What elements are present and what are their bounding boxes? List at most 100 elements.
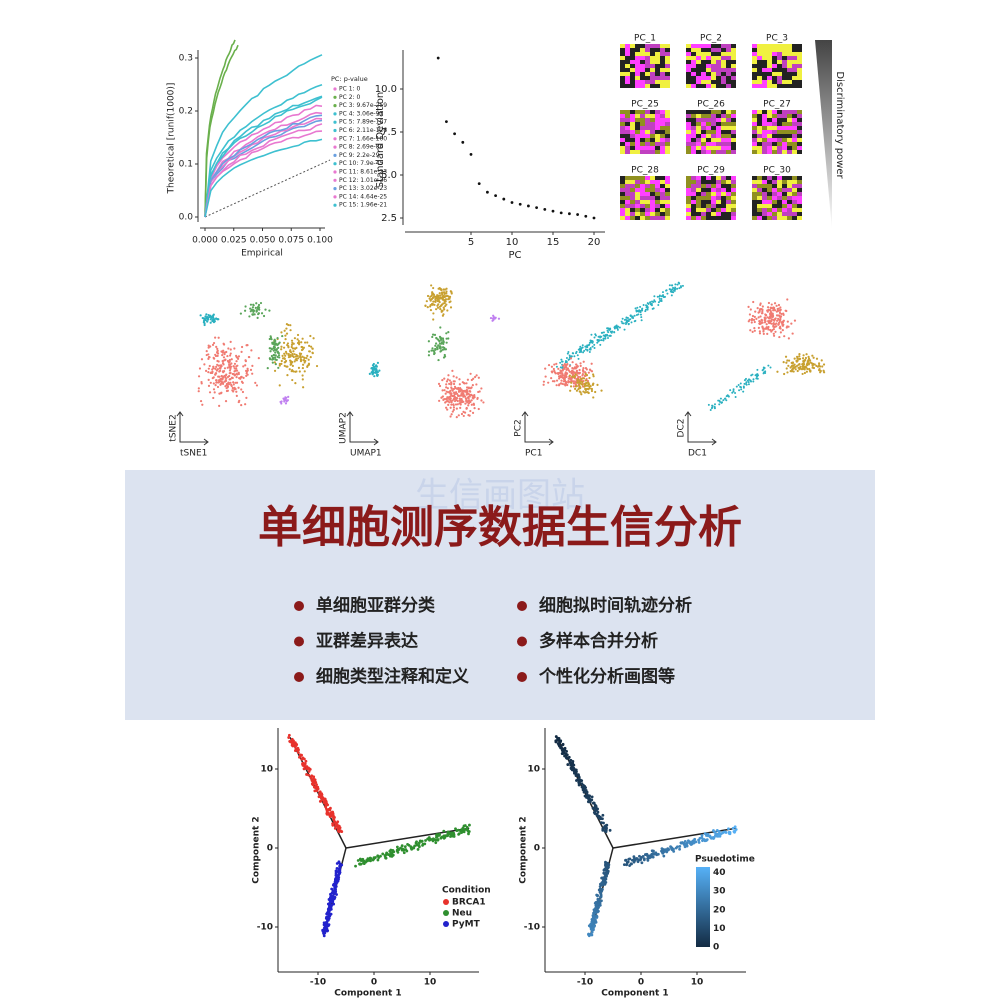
heatmap-cell: [701, 142, 706, 146]
cell-dot: [592, 801, 596, 805]
cell-dot: [756, 307, 759, 310]
cell-dot: [305, 357, 308, 360]
heatmap-cell: [691, 80, 696, 84]
heatmap-cell: [792, 52, 797, 56]
cell-dot: [444, 298, 448, 301]
cell-dot: [465, 388, 468, 392]
heatmap-cell: [762, 134, 767, 138]
heatmap-cell: [706, 208, 711, 212]
heatmap-cell: [777, 118, 782, 122]
heatmap-cell: [721, 146, 726, 150]
heatmap-cell: [716, 216, 721, 220]
axis-arrow: [521, 411, 554, 446]
cell-dot: [273, 338, 276, 341]
heatmap-cell: [665, 122, 670, 126]
cell-dot: [399, 846, 402, 850]
cell-dot: [217, 375, 220, 378]
cell-dot: [329, 892, 332, 896]
cell-dot: [705, 838, 709, 842]
heatmap-cell: [767, 180, 772, 184]
heatmap-cell: [686, 68, 691, 72]
cell-dot: [228, 360, 231, 363]
heatmap-cell: [696, 142, 701, 146]
cell-dot: [635, 314, 638, 317]
cell-dot: [282, 341, 286, 344]
cell-dot: [679, 841, 683, 845]
legend-swatch: [443, 910, 449, 916]
heatmap-cell: [726, 134, 731, 138]
cell-dot: [238, 377, 241, 380]
cell-dot: [296, 338, 299, 341]
heatmap-cell: [630, 196, 635, 200]
heatmap-cell: [635, 192, 640, 196]
colorbar-tick-label: 40: [713, 868, 726, 878]
heatmap-cell: [650, 216, 655, 220]
cell-dot: [602, 337, 605, 340]
colorbar: [696, 867, 710, 947]
cell-dot: [469, 409, 472, 413]
cell-dot: [755, 317, 758, 320]
cell-dot: [598, 887, 602, 891]
heatmap-cell: [716, 134, 721, 138]
diagonal: [204, 159, 331, 218]
cell-dot: [240, 404, 243, 407]
cell-dot: [438, 384, 442, 388]
heatmap-cell: [777, 56, 782, 60]
cell-dot: [445, 380, 449, 383]
cell-dot: [301, 337, 304, 340]
cell-dot: [580, 377, 583, 380]
cell-dot: [801, 357, 805, 360]
cell-dot: [626, 860, 630, 864]
banner-item: 单细胞亚群分类: [316, 595, 436, 616]
heatmap-cell: [711, 84, 716, 88]
cell-dot: [683, 840, 687, 843]
cell-dot: [440, 304, 443, 307]
cell-dot: [315, 787, 319, 790]
heatmap-cell: [640, 192, 645, 196]
qq-curve: [204, 111, 323, 218]
heatmap-cell: [716, 138, 721, 142]
cell-dot: [266, 366, 269, 370]
cell-dot: [599, 891, 603, 895]
cell-dot: [459, 394, 462, 397]
cell-dot: [416, 848, 420, 851]
cell-dot: [597, 909, 600, 913]
cell-dot: [209, 381, 212, 384]
heatmap-cell: [762, 52, 767, 56]
cell-dot: [804, 365, 807, 368]
heatmap-cell: [777, 52, 782, 56]
heatmap-cell: [635, 84, 640, 88]
cell-dot: [287, 353, 290, 357]
cell-dot: [690, 842, 694, 846]
heatmap-cell: [782, 188, 787, 192]
cell-dot: [278, 364, 281, 367]
cell-dot: [618, 326, 621, 329]
cell-dot: [765, 323, 768, 326]
cell-dot: [227, 383, 231, 386]
cell-dot: [584, 379, 588, 382]
heatmap-cell: [721, 200, 726, 204]
cell-dot: [282, 346, 286, 349]
heatmap-cell: [782, 44, 787, 48]
heatmap-cell: [630, 110, 635, 114]
cell-dot: [630, 321, 633, 324]
cell-dot: [475, 374, 478, 377]
heatmap-cell: [731, 60, 736, 64]
cell-dot: [453, 380, 456, 383]
cell-dot: [783, 372, 786, 376]
heatmap-cell: [620, 150, 625, 154]
heatmap-cell: [655, 184, 660, 188]
cell-dot: [745, 377, 748, 380]
cell-dot: [442, 291, 446, 294]
cell-dot: [561, 382, 564, 385]
cell-dot: [250, 349, 253, 352]
heatmap-cell: [630, 130, 635, 134]
heatmap-cell: [772, 180, 777, 184]
cell-dot: [710, 407, 713, 410]
cell-dot: [781, 323, 784, 326]
cell-dot: [471, 396, 474, 399]
cell-dot: [309, 356, 312, 359]
cell-dot: [303, 361, 306, 364]
heatmap-cell: [635, 52, 640, 56]
cell-dot: [649, 855, 653, 859]
